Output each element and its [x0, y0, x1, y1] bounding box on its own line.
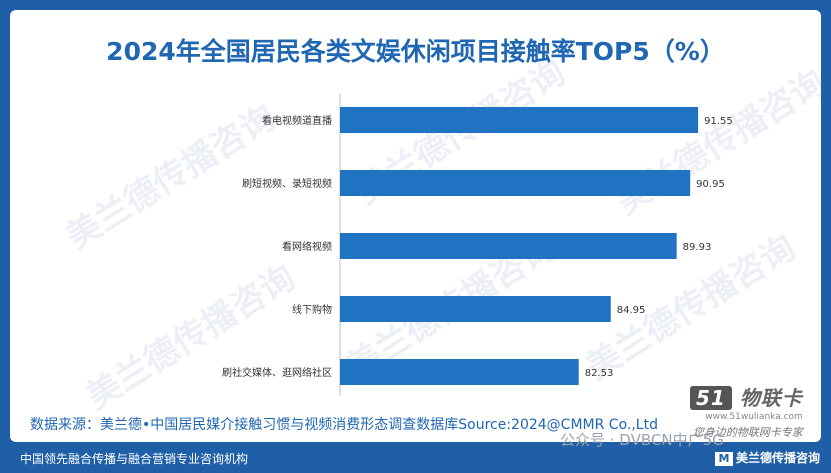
brand-mark-icon: M: [715, 451, 733, 466]
brand-block: 51 物联卡 www.51wulianka.com 您身边的物联网卡专家: [690, 382, 803, 440]
brand-logo-number: 51: [690, 386, 732, 410]
bar: [340, 233, 677, 259]
brand-url: www.51wulianka.com: [705, 412, 803, 422]
data-label: 91.55: [704, 116, 733, 127]
bar: [340, 107, 699, 133]
data-label: 90.95: [696, 179, 725, 190]
category-label: 线下购物: [292, 303, 332, 316]
footer-brand: M 美兰德传播咨询: [715, 449, 820, 466]
category-label: 刷短视频、录短视频: [242, 177, 332, 190]
brand-slogan: 您身边的物联网卡专家: [692, 426, 803, 439]
bar: [340, 296, 611, 322]
data-label: 89.93: [683, 242, 712, 253]
category-label: 看网络视频: [282, 240, 332, 253]
brand-logo: 51 物联卡: [690, 382, 803, 411]
data-label: 84.95: [617, 305, 646, 316]
brand-logo-text: 物联卡: [739, 386, 803, 410]
bar: [340, 359, 579, 385]
bar: [340, 170, 691, 196]
data-source: 数据来源：美兰德•中国居民媒介接触习惯与视频消费形态调查数据库Source:20…: [30, 417, 658, 433]
chart-title: 2024年全国居民各类文娱休闲项目接触率TOP5（%）: [106, 37, 725, 66]
bar-chart: 看电视频道直播 91.55 刷短视频、录短视频 90.95 看网络视频 89.93 线下购物…: [222, 94, 733, 396]
footer-wechat: 公众号 · DVBCN中广5G: [560, 431, 724, 449]
chart-card: 美兰德传播咨询 美兰德传播咨询 美兰德传播咨询 美兰德传播咨询 美兰德传播咨询 …: [10, 10, 821, 442]
footer-tagline: 中国领先融合传播与融合营销专业咨询机构: [20, 452, 249, 466]
footer-brand-name: 美兰德传播咨询: [736, 451, 821, 465]
category-label: 刷社交媒体、逛网络社区: [222, 366, 332, 379]
category-label: 看电视频道直播: [262, 114, 332, 127]
data-label: 82.53: [585, 368, 614, 379]
